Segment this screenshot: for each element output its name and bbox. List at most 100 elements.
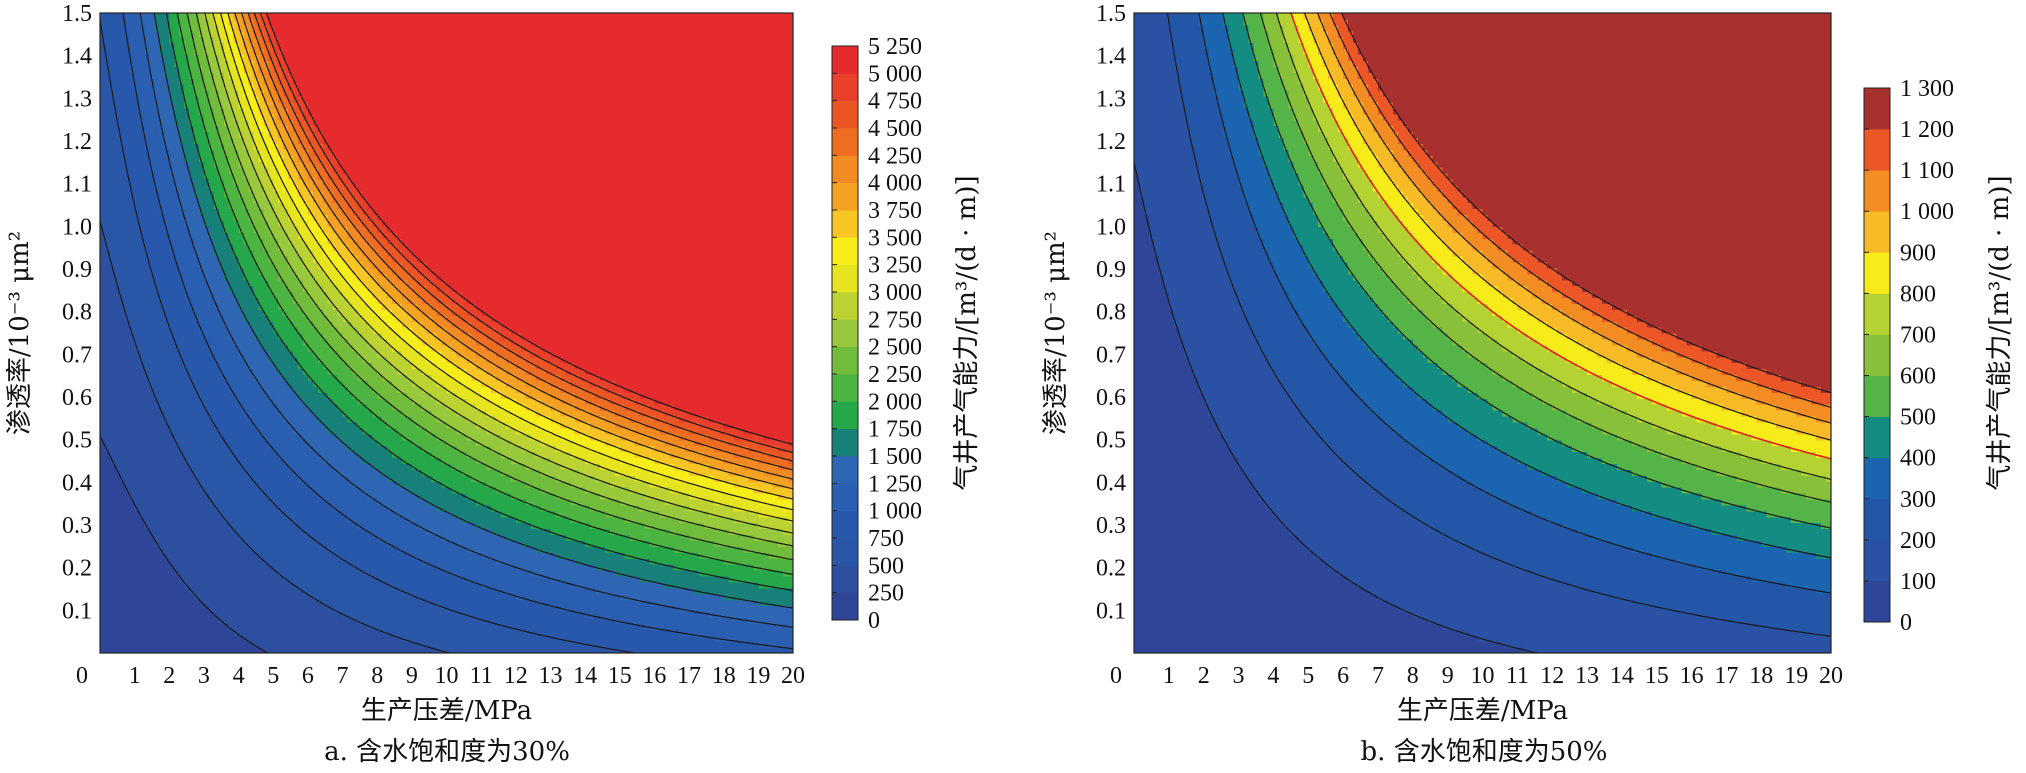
contour-cell	[699, 617, 705, 624]
contour-cell	[427, 505, 433, 512]
contour-cell	[531, 617, 537, 624]
contour-cell	[783, 612, 789, 619]
contour-cell	[278, 641, 284, 648]
contour-cell	[565, 594, 571, 601]
contour-cell	[684, 499, 690, 506]
contour-cell	[768, 546, 774, 553]
contour-cell	[253, 629, 259, 636]
contour-cell	[154, 600, 160, 607]
contour-cell	[437, 576, 443, 583]
contour-cell	[709, 546, 715, 553]
contour-cell	[422, 617, 428, 624]
contour-cell	[214, 534, 220, 541]
contour-cell	[387, 576, 393, 583]
contour-cell	[659, 612, 665, 619]
contour-cell	[694, 511, 700, 518]
contour-cell	[570, 570, 576, 577]
contour-cell	[778, 617, 784, 624]
contour-cell	[645, 546, 651, 553]
contour-cell	[620, 635, 626, 642]
contour-cell	[526, 558, 532, 565]
contour-cell	[620, 576, 626, 583]
contour-cell	[179, 570, 185, 577]
contour-cell	[263, 588, 269, 595]
contour-cell	[377, 606, 383, 613]
contour-cell	[328, 564, 334, 571]
contour-cell	[333, 534, 339, 541]
contour-cell	[343, 529, 349, 536]
contour-cell	[555, 641, 561, 648]
contour-cell	[402, 612, 408, 619]
contour-cell	[615, 594, 621, 601]
contour-cell	[442, 623, 448, 630]
contour-cell	[674, 540, 680, 547]
contour-cell	[298, 594, 304, 601]
contour-cell	[560, 641, 566, 648]
contour-cell	[100, 606, 106, 613]
contour-cell	[778, 570, 784, 577]
contour-cell	[263, 623, 269, 630]
contour-cell	[605, 612, 611, 619]
contour-cell	[130, 612, 136, 619]
contour-cell	[159, 564, 165, 571]
contour-cell	[753, 606, 759, 613]
contour-cell	[615, 641, 621, 648]
contour-cell	[357, 534, 363, 541]
contour-cell	[783, 564, 789, 571]
contour-cell	[169, 635, 175, 642]
contour-cell	[303, 523, 309, 530]
contour-cell	[719, 641, 725, 648]
contour-cell	[100, 594, 106, 601]
contour-cell	[263, 511, 269, 518]
contour-cell	[605, 534, 611, 541]
contour-cell	[516, 529, 522, 536]
contour-cell	[258, 623, 264, 630]
contour-cell	[362, 617, 368, 624]
contour-cell	[541, 552, 547, 559]
contour-cell	[442, 529, 448, 536]
contour-cell	[461, 641, 467, 648]
contour-cell	[748, 540, 754, 547]
contour-cell	[447, 582, 453, 589]
contour-cell	[273, 523, 279, 530]
contour-cell	[377, 511, 383, 518]
contour-cell	[783, 499, 789, 506]
contour-cell	[744, 594, 750, 601]
contour-cell	[343, 552, 349, 559]
contour-cell	[125, 523, 131, 530]
contour-cell	[249, 540, 255, 547]
contour-cell	[407, 529, 413, 536]
contour-cell	[659, 523, 665, 530]
contour-cell	[145, 534, 151, 541]
contour-cell	[605, 635, 611, 642]
contour-cell	[258, 588, 264, 595]
contour-cell	[179, 505, 185, 512]
contour-cell	[303, 617, 309, 624]
contour-cell	[145, 612, 151, 619]
contour-cell	[442, 588, 448, 595]
contour-cell	[159, 570, 165, 577]
contour-cell	[585, 493, 591, 500]
contour-cell	[778, 529, 784, 536]
contour-cell	[541, 499, 547, 506]
contour-cell	[298, 606, 304, 613]
contour-cell	[135, 546, 141, 553]
contour-cell	[570, 635, 576, 642]
contour-cell	[531, 594, 537, 601]
contour-cell	[506, 523, 512, 530]
contour-cell	[258, 617, 264, 624]
contour-cell	[288, 546, 294, 553]
contour-cell	[699, 576, 705, 583]
contour-cell	[159, 511, 165, 518]
contour-cell	[110, 600, 116, 607]
contour-cell	[471, 505, 477, 512]
contour-cell	[501, 629, 507, 636]
contour-cell	[466, 582, 472, 589]
contour-cell	[689, 499, 695, 506]
contour-cell	[145, 576, 151, 583]
contour-cell	[179, 529, 185, 536]
contour-cell	[184, 540, 190, 547]
contour-cell	[476, 540, 482, 547]
contour-cell	[184, 570, 190, 577]
contour-cell	[496, 546, 502, 553]
